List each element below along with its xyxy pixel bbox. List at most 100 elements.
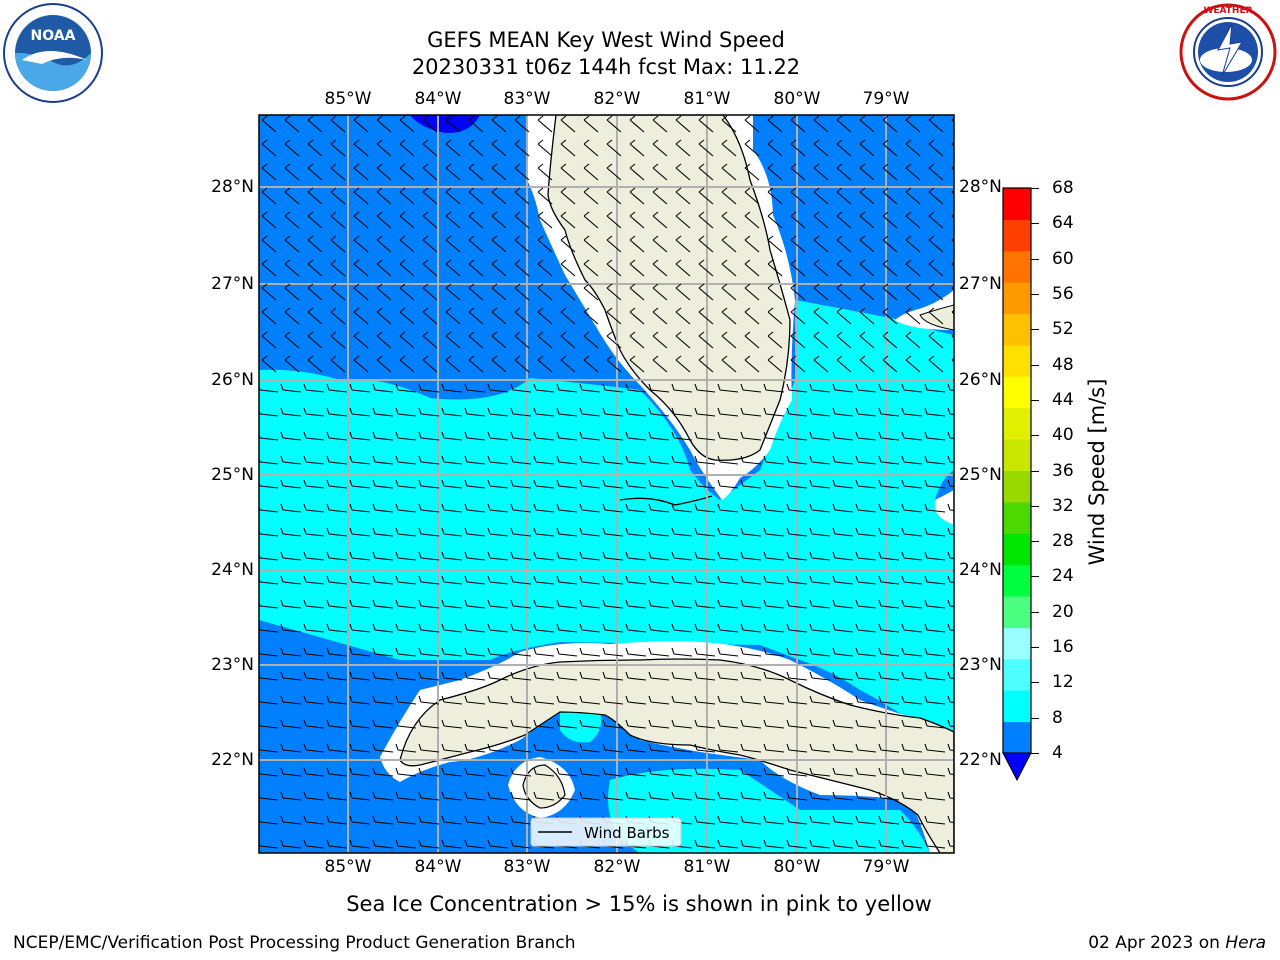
wind-barb [583, 139, 599, 157]
wind-barb [395, 575, 417, 585]
wind-barb [648, 383, 670, 393]
wind-barb [836, 163, 852, 181]
wind-barb [579, 623, 601, 633]
wind-barb [376, 235, 392, 253]
colorbar-segment [1003, 376, 1031, 409]
wind-barb [560, 283, 576, 301]
wind-barb [280, 479, 302, 489]
wind-barb [763, 839, 785, 849]
wind-barb [395, 479, 417, 489]
wind-barb [625, 743, 647, 753]
wind-barb [652, 259, 668, 277]
wind-barb [698, 139, 714, 157]
wind-barb [303, 551, 325, 561]
wind-barb [694, 599, 716, 609]
wind-barb [533, 575, 555, 585]
wind-barb [510, 455, 532, 465]
wind-barb [694, 695, 716, 705]
wind-barb [533, 743, 555, 753]
wind-barb [721, 115, 737, 133]
wind-barb [330, 211, 346, 229]
wind-barb [905, 283, 921, 301]
wind-barb [763, 647, 785, 657]
wind-barb [606, 283, 622, 301]
wind-barb [349, 599, 371, 609]
wind-barb [326, 791, 348, 801]
wind-barb [303, 767, 325, 777]
wind-barb [882, 307, 898, 325]
wind-barb [533, 695, 555, 705]
wind-barb [303, 575, 325, 585]
wind-barb [441, 503, 463, 513]
wind-barb [537, 115, 553, 133]
wind-barb [491, 283, 507, 301]
wind-barb [330, 115, 346, 133]
wind-barb [560, 163, 576, 181]
wind-barb [763, 503, 785, 513]
lon-tick-bottom: 83°W [503, 857, 551, 877]
wind-barb [625, 719, 647, 729]
wind-barb [836, 211, 852, 229]
wind-barb [395, 791, 417, 801]
wind-barb [556, 503, 578, 513]
wind-barb [698, 307, 714, 325]
wind-barb [349, 719, 371, 729]
wind-barb [261, 235, 277, 253]
wind-barb [606, 163, 622, 181]
footer-date-text: 02 Apr 2023 on [1088, 933, 1226, 953]
wind-barb [947, 383, 954, 391]
wind-barb [786, 791, 808, 801]
wind-barb [326, 767, 348, 777]
wind-barb [671, 767, 693, 777]
wind-barb [855, 599, 877, 609]
wind-barb [372, 575, 394, 585]
wind-barb [675, 187, 691, 205]
wind-barb [855, 551, 877, 561]
wind-barb [491, 115, 507, 133]
wind-barb [790, 283, 806, 301]
wind-barb [901, 479, 923, 489]
map-frame [258, 114, 955, 854]
wind-barb [790, 355, 806, 373]
wind-barb [606, 331, 622, 349]
wind-barb [924, 647, 946, 657]
colorbar-tick-label: 44 [1052, 389, 1074, 410]
wind-barb [721, 235, 737, 253]
wind-barb [924, 695, 946, 705]
wind-barb [855, 455, 877, 465]
wind-barb [307, 115, 323, 133]
wind-barb [326, 479, 348, 489]
colorbar-tick-label: 60 [1052, 248, 1074, 269]
colorbar-segment [1003, 596, 1031, 628]
wind-barb [882, 283, 898, 301]
wind-barb [560, 187, 576, 205]
wind-barb [951, 357, 954, 363]
wind-barb [652, 187, 668, 205]
wind-barb [602, 623, 624, 633]
wind-barb [928, 211, 944, 229]
wind-barb [307, 235, 323, 253]
wind-barb [717, 575, 739, 585]
wind-barb [859, 259, 875, 277]
wind-barb [487, 719, 509, 729]
wind-barb [671, 431, 693, 441]
wind-barb [698, 187, 714, 205]
wind-barb [284, 307, 300, 325]
wind-barb [510, 551, 532, 561]
wind-barb [376, 331, 392, 349]
wind-barb [399, 211, 415, 229]
wind-barb [878, 719, 900, 729]
wind-barb [537, 211, 553, 229]
wind-barb [602, 431, 624, 441]
wind-barb [928, 235, 944, 253]
wind-barb [671, 719, 693, 729]
wind-barb [261, 187, 277, 205]
wind-barb [832, 839, 854, 849]
wind-barb [579, 455, 601, 465]
wind-barb [721, 259, 737, 277]
wind-barb [671, 695, 693, 705]
wind-barb [629, 283, 645, 301]
footer-date: 02 Apr 2023 on Hera [1088, 933, 1266, 953]
wind-barb [533, 671, 555, 681]
wind-barb [464, 743, 486, 753]
